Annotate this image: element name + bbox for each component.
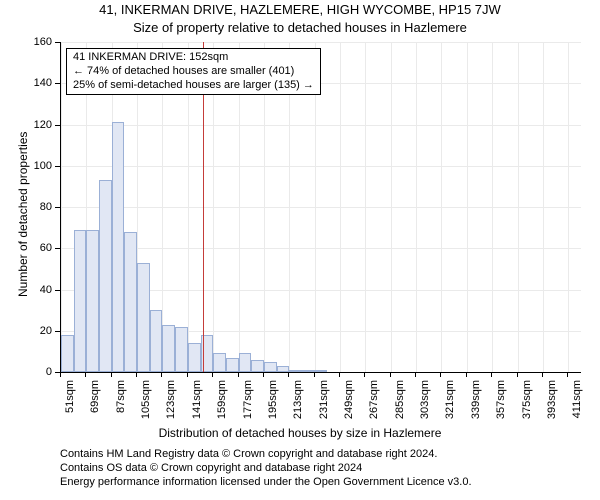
x-tick xyxy=(567,372,568,377)
x-tick-label: 213sqm xyxy=(292,380,304,419)
x-tick-label: 393sqm xyxy=(546,380,558,419)
x-tick xyxy=(161,372,162,377)
histogram-bar xyxy=(175,327,188,372)
histogram-bar xyxy=(264,362,277,372)
x-tick-label: 69sqm xyxy=(89,380,101,413)
histogram-bar xyxy=(162,325,175,372)
x-tick-label: 303sqm xyxy=(419,380,431,419)
y-tick-label: 120 xyxy=(22,119,52,131)
y-tick xyxy=(55,207,60,208)
credits-line1: Contains HM Land Registry data © Crown c… xyxy=(60,448,472,462)
x-tick-label: 357sqm xyxy=(495,380,507,419)
y-tick xyxy=(55,290,60,291)
credits-line3: Energy performance information licensed … xyxy=(60,476,472,490)
histogram-bar xyxy=(315,370,328,372)
x-tick-label: 141sqm xyxy=(191,380,203,419)
annotation-line: ← 74% of detached houses are smaller (40… xyxy=(73,65,314,79)
y-tick-label: 80 xyxy=(22,201,52,213)
x-tick-label: 267sqm xyxy=(368,380,380,419)
annotation-line: 41 INKERMAN DRIVE: 152sqm xyxy=(73,51,314,65)
x-tick xyxy=(111,372,112,377)
histogram-bar xyxy=(74,230,87,372)
credits-block: Contains HM Land Registry data © Crown c… xyxy=(60,448,472,489)
x-tick-label: 321sqm xyxy=(444,380,456,419)
histogram-bar xyxy=(124,232,137,372)
gridline-horizontal xyxy=(61,166,581,167)
y-tick xyxy=(55,331,60,332)
x-tick xyxy=(238,372,239,377)
x-tick-label: 375sqm xyxy=(521,380,533,419)
y-tick xyxy=(55,83,60,84)
x-tick xyxy=(517,372,518,377)
page-title-line2: Size of property relative to detached ho… xyxy=(0,20,600,35)
histogram-bar xyxy=(137,263,150,372)
x-tick-label: 123sqm xyxy=(165,380,177,419)
y-tick xyxy=(55,372,60,373)
histogram-bar xyxy=(251,360,264,372)
histogram-bar xyxy=(112,122,125,372)
gridline-horizontal xyxy=(61,248,581,249)
x-tick-label: 159sqm xyxy=(216,380,228,419)
x-tick xyxy=(85,372,86,377)
x-tick xyxy=(212,372,213,377)
x-tick-label: 285sqm xyxy=(394,380,406,419)
gridline-horizontal xyxy=(61,42,581,43)
histogram-bar xyxy=(61,335,74,372)
x-tick-label: 231sqm xyxy=(318,380,330,419)
histogram-bar xyxy=(86,230,99,372)
x-tick xyxy=(364,372,365,377)
x-tick xyxy=(415,372,416,377)
x-tick xyxy=(187,372,188,377)
gridline-horizontal xyxy=(61,125,581,126)
y-tick-label: 40 xyxy=(22,284,52,296)
annotation-line: 25% of semi-detached houses are larger (… xyxy=(73,79,314,93)
x-tick xyxy=(491,372,492,377)
histogram-bar xyxy=(289,370,302,372)
y-tick-label: 140 xyxy=(22,77,52,89)
y-tick-label: 0 xyxy=(22,366,52,378)
y-tick xyxy=(55,42,60,43)
x-tick-label: 177sqm xyxy=(242,380,254,419)
x-tick xyxy=(390,372,391,377)
page-title-line1: 41, INKERMAN DRIVE, HAZLEMERE, HIGH WYCO… xyxy=(0,2,600,17)
y-axis-label: Number of detached properties xyxy=(16,132,30,297)
x-tick-label: 195sqm xyxy=(267,380,279,419)
x-tick xyxy=(60,372,61,377)
x-tick-label: 411sqm xyxy=(571,380,583,418)
y-tick-label: 60 xyxy=(22,242,52,254)
y-tick-label: 100 xyxy=(22,160,52,172)
y-tick-label: 20 xyxy=(22,325,52,337)
x-tick xyxy=(263,372,264,377)
histogram-bar xyxy=(226,358,239,372)
histogram-bar xyxy=(99,180,112,372)
x-tick xyxy=(314,372,315,377)
histogram-bar xyxy=(188,343,201,372)
histogram-bar xyxy=(239,353,252,372)
histogram-bar xyxy=(150,310,163,372)
x-tick-label: 249sqm xyxy=(343,380,355,419)
x-tick xyxy=(466,372,467,377)
x-tick-label: 51sqm xyxy=(64,380,76,413)
credits-line2: Contains OS data © Crown copyright and d… xyxy=(60,462,472,476)
x-tick-label: 87sqm xyxy=(115,380,127,413)
x-tick xyxy=(288,372,289,377)
x-tick-label: 105sqm xyxy=(140,380,152,419)
histogram-bar xyxy=(213,353,226,372)
x-tick xyxy=(542,372,543,377)
annotation-box: 41 INKERMAN DRIVE: 152sqm← 74% of detach… xyxy=(66,48,321,95)
y-tick xyxy=(55,248,60,249)
gridline-horizontal xyxy=(61,207,581,208)
y-tick xyxy=(55,166,60,167)
x-tick xyxy=(440,372,441,377)
y-tick xyxy=(55,125,60,126)
x-tick-label: 339sqm xyxy=(470,380,482,419)
x-tick xyxy=(136,372,137,377)
x-axis-label: Distribution of detached houses by size … xyxy=(0,426,600,440)
x-tick xyxy=(339,372,340,377)
y-tick-label: 160 xyxy=(22,36,52,48)
